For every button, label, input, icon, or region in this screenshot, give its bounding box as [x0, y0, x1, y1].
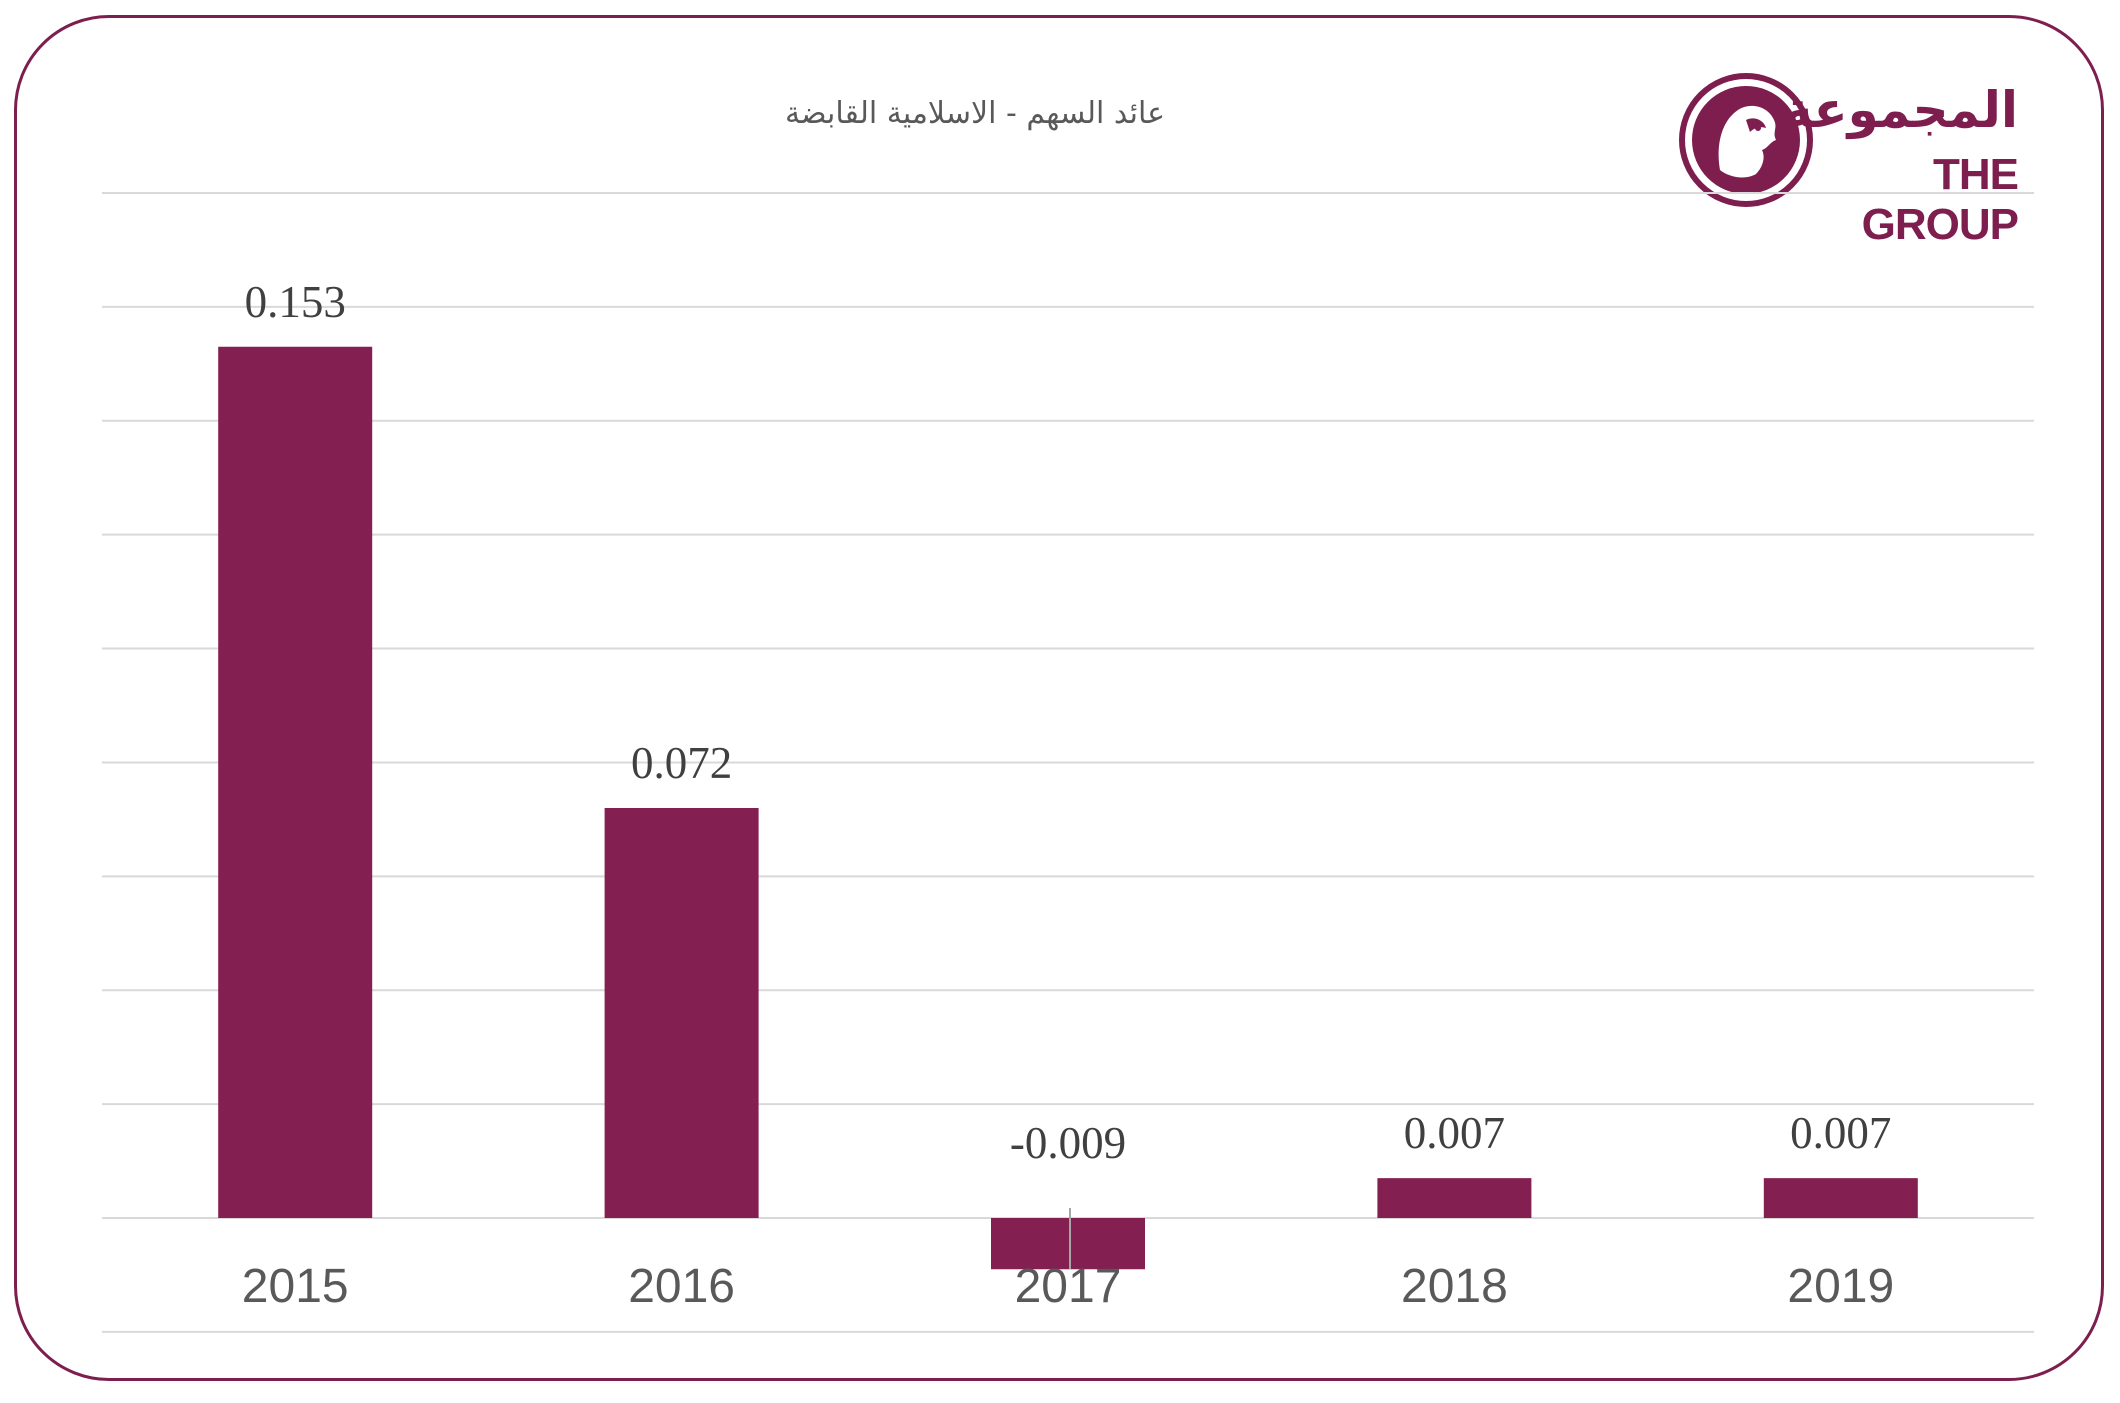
grid-layer — [102, 192, 2034, 1333]
x-tick-label-2017: 2017 — [1015, 1260, 1122, 1313]
bar-2016 — [604, 808, 759, 1218]
bar-2017 — [991, 1218, 1145, 1270]
bar-2018 — [1377, 1178, 1532, 1218]
label-layer: 0.153 0.072 -0.009 0.007 0.007 — [245, 277, 1892, 1168]
data-label-2016: 0.072 — [631, 738, 732, 788]
data-label-2015: 0.153 — [245, 277, 346, 327]
chart-title: عائد السهم - الاسلامية القابضة — [784, 96, 1166, 131]
logo-english-text: THE GROUP — [1861, 150, 2019, 249]
bar-2015 — [218, 346, 373, 1218]
x-tick-label-2015: 2015 — [242, 1260, 349, 1313]
bar-layer — [218, 346, 1918, 1270]
logo-emblem-icon — [1679, 73, 1813, 207]
logo-arabic-text: المجموعة — [1783, 81, 2018, 139]
data-label-2018: 0.007 — [1404, 1108, 1505, 1158]
bar-2019 — [1763, 1178, 1918, 1218]
x-tick-label-2018: 2018 — [1401, 1260, 1508, 1313]
x-tick-label-2016: 2016 — [628, 1260, 735, 1313]
x-tick-label-2019: 2019 — [1787, 1260, 1894, 1313]
data-label-2019: 0.007 — [1790, 1108, 1891, 1158]
tick-layer: 2015 2016 2017 2018 2019 — [242, 1260, 1894, 1313]
data-label-2017: -0.009 — [1010, 1118, 1126, 1168]
